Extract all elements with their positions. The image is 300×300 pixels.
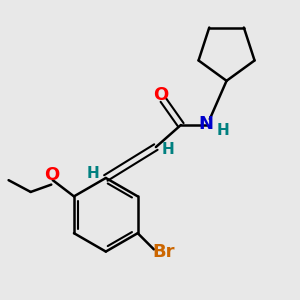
Text: O: O (153, 85, 168, 103)
Text: H: H (87, 166, 100, 181)
Text: H: H (216, 123, 229, 138)
Text: Br: Br (152, 243, 175, 261)
Text: H: H (162, 142, 175, 158)
Text: N: N (198, 116, 213, 134)
Text: O: O (44, 166, 59, 184)
